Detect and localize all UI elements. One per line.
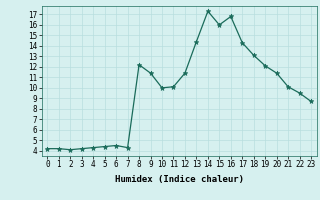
X-axis label: Humidex (Indice chaleur): Humidex (Indice chaleur): [115, 175, 244, 184]
